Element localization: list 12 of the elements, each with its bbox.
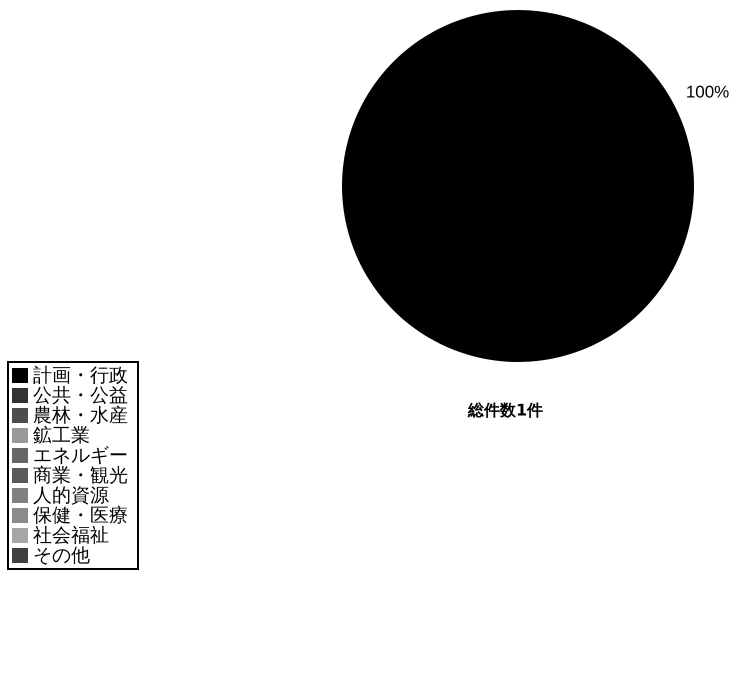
legend-label: 計画・行政 xyxy=(33,364,128,386)
legend-label: エネルギー xyxy=(33,444,128,466)
legend-label: 保健・医療 xyxy=(33,504,128,526)
text: 総件数1件 xyxy=(467,400,544,420)
legend-label: その他 xyxy=(33,544,90,566)
legend-label: 商業・観光 xyxy=(33,464,128,486)
legend-label: 人的資源 xyxy=(33,484,109,506)
legend-label: 農林・水産 xyxy=(33,404,128,426)
data-label: 100% xyxy=(686,82,730,102)
legend-label: 鉱工業 xyxy=(33,424,90,446)
legend-label: 公共・公益 xyxy=(33,384,128,406)
legend-label: 社会福祉 xyxy=(33,524,109,546)
